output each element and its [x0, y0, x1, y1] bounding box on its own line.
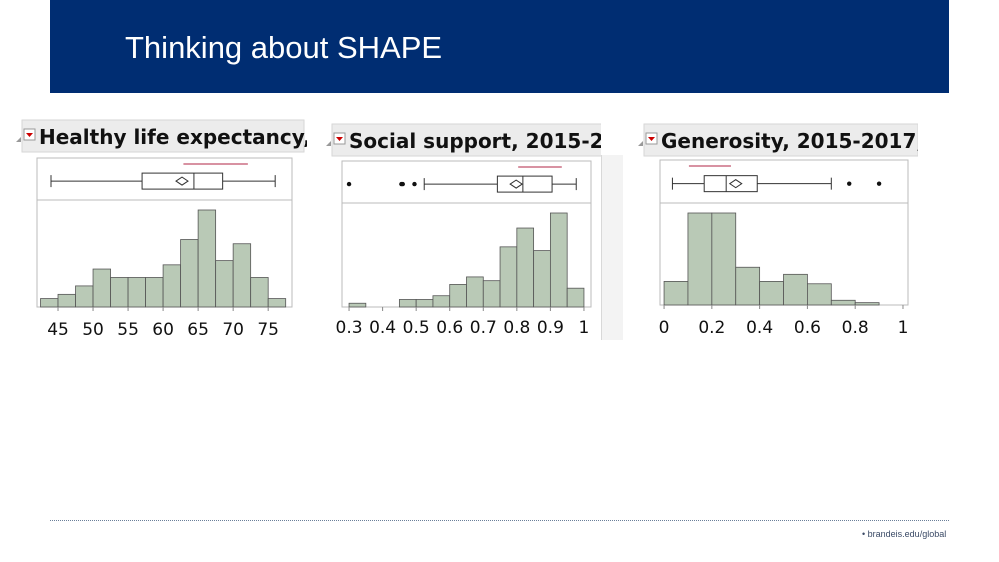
- histogram-bar: [250, 277, 269, 308]
- report-header: [331, 123, 601, 157]
- slide-title: Thinking about SHAPE: [125, 30, 443, 65]
- histogram-bar: [482, 280, 501, 308]
- histogram-chart: Social support, 2015-2017 0.3 0.4 0.5 0.6 0.7…: [326, 123, 601, 338]
- histogram-bar: [759, 281, 784, 306]
- x-tick-label: 0.8: [503, 318, 530, 338]
- histogram-bar: [735, 266, 761, 306]
- chart-title: Social support, 2015-2017: [349, 129, 601, 153]
- histogram-bar: [162, 264, 182, 308]
- histogram-bar: [92, 268, 111, 308]
- histogram-bar: [197, 209, 217, 308]
- histogram-bar: [57, 293, 76, 308]
- x-tick-label: 0: [659, 318, 670, 338]
- x-tick-label: 0.4: [746, 318, 773, 338]
- x-tick-label: 1: [898, 318, 909, 338]
- histogram-bar: [232, 243, 252, 308]
- histogram-bar: [40, 298, 59, 308]
- chart-title: Healthy life expectancy,: [39, 125, 307, 149]
- histogram-panel-social-support: Social support, 2015-2017 0.3 0.4 0.5 0.6 0.7…: [318, 117, 601, 340]
- x-tick-label: 0.6: [436, 318, 463, 338]
- mean-diamond: [509, 179, 524, 189]
- histogram-bar: [398, 299, 417, 308]
- histogram-bar: [267, 298, 287, 308]
- x-tick-label: 0.3: [336, 318, 363, 338]
- x-tick-label: 70: [222, 320, 244, 340]
- histogram-chart: Generosity, 2015-2017, w 0 0.2 0.4 0.6 0.8 1: [638, 123, 918, 338]
- footer-divider: [50, 520, 949, 521]
- red-triangle-glyph: [336, 137, 343, 141]
- histogram-chart: Healthy life expectancy, 45 50 55 60 65 70 75: [16, 119, 307, 340]
- x-tick-label: 75: [257, 320, 279, 340]
- iqr-box: [496, 175, 553, 193]
- outlier-point: [876, 181, 882, 186]
- footer-url: • brandeis.edu/global: [862, 529, 947, 539]
- histogram-bar: [415, 299, 434, 308]
- histogram-bar: [687, 212, 713, 306]
- x-tick-label: 55: [117, 320, 139, 340]
- histogram-bar: [533, 250, 551, 308]
- mean-diamond: [175, 176, 189, 186]
- x-tick-label: 0.2: [698, 318, 725, 338]
- title-banner: Thinking about SHAPE: [50, 0, 949, 93]
- x-tick-label: 0.4: [369, 318, 396, 338]
- x-tick-label: 45: [47, 320, 69, 340]
- histogram-bar: [807, 283, 832, 306]
- histogram-bar: [348, 302, 367, 308]
- histogram-bar: [830, 299, 856, 306]
- x-tick-label: 0.6: [794, 318, 821, 338]
- x-tick-label: 65: [187, 320, 209, 340]
- partial-panel-edge: [601, 155, 623, 340]
- histogram-bar: [145, 277, 164, 308]
- x-tick-label: 0.5: [403, 318, 430, 338]
- red-triangle-glyph: [648, 137, 655, 141]
- report-header: [643, 123, 918, 157]
- histogram-bar: [180, 239, 199, 308]
- outlier-point: [412, 181, 417, 187]
- x-tick-label: 0.7: [470, 318, 497, 338]
- histogram-bar: [499, 246, 518, 308]
- histogram-bar: [466, 276, 484, 308]
- histogram-panel-generosity: Generosity, 2015-2017, w 0 0.2 0.4 0.6 0.8 1: [632, 117, 918, 340]
- x-tick-label: 0.9: [537, 318, 564, 338]
- disclosure-triangle-icon: [16, 137, 21, 142]
- outlier-point: [400, 181, 405, 187]
- x-tick-label: 0.8: [842, 318, 869, 338]
- histogram-bar: [663, 281, 689, 306]
- x-tick-label: 1: [579, 318, 590, 338]
- x-tick-label: 50: [82, 320, 104, 340]
- disclosure-triangle-icon: [638, 141, 643, 146]
- histogram-bar: [854, 302, 880, 306]
- mean-diamond: [728, 179, 743, 189]
- histogram-bar: [516, 227, 535, 308]
- histogram-panel-healthy-life-expectancy: Healthy life expectancy, 45 50 55 60 65 70 75: [14, 117, 307, 340]
- outlier-point: [847, 181, 852, 186]
- histogram-bar: [432, 295, 451, 308]
- histogram-bar: [449, 284, 467, 308]
- histogram-bar: [711, 212, 737, 306]
- histogram-bar: [783, 273, 808, 306]
- chart-title: Generosity, 2015-2017, w: [661, 129, 918, 153]
- histogram-bar: [75, 285, 94, 308]
- outlier-point: [346, 181, 352, 187]
- report-header: [21, 119, 305, 153]
- histogram-bar: [215, 260, 234, 308]
- red-triangle-glyph: [26, 133, 33, 137]
- histogram-bar: [566, 287, 585, 308]
- histogram-bar: [549, 212, 568, 308]
- histogram-bar: [110, 277, 129, 308]
- histogram-bar: [127, 277, 146, 308]
- disclosure-triangle-icon: [326, 141, 331, 146]
- x-tick-label: 60: [152, 320, 174, 340]
